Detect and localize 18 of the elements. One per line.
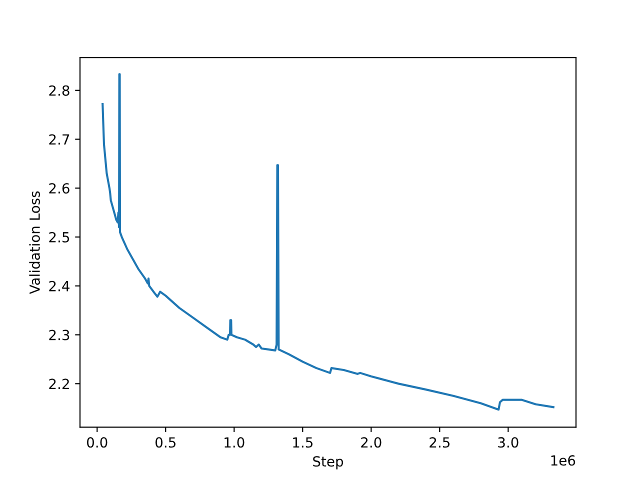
- x-tick-label: 2.0: [361, 437, 382, 448]
- text: 1e6: [551, 455, 576, 466]
- y-tick-label: 2.5: [49, 232, 70, 242]
- x-tick-label: 1.5: [293, 437, 312, 448]
- x-tick-label: 2.5: [430, 437, 450, 448]
- line-series: [102, 73, 554, 411]
- y-tick-label: 2.3: [49, 330, 70, 340]
- x-tick-label: 0.0: [87, 437, 108, 448]
- y-tick-label: 2.8: [49, 85, 70, 96]
- y-tick-label: 2.7: [49, 134, 70, 145]
- x-axis-title: Step: [313, 456, 344, 470]
- y-tick-label: 2.2: [49, 378, 69, 389]
- y-tick-label: 2.6: [49, 183, 70, 194]
- y-tick-label: 2.4: [49, 280, 70, 292]
- x-tick-label: 1.0: [224, 437, 244, 448]
- x-tick-label: 3.0: [498, 437, 518, 448]
- y-axis-title: Validation Loss: [29, 191, 40, 294]
- x-tick-label: 0.5: [156, 437, 176, 448]
